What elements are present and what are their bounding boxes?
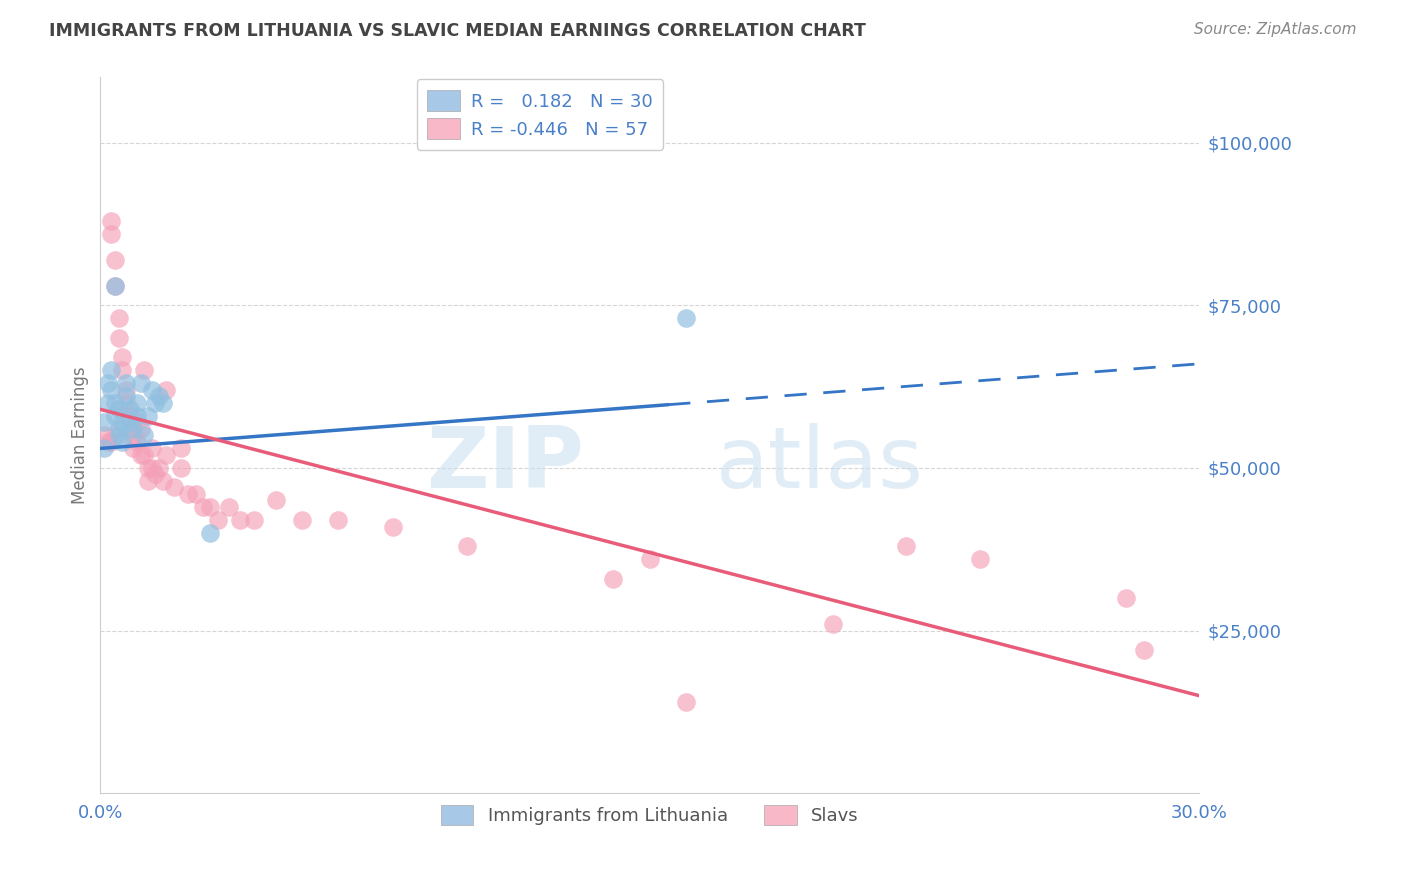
Point	[122, 422, 145, 436]
Point	[141, 383, 163, 397]
Point	[118, 409, 141, 423]
Point	[243, 513, 266, 527]
Point	[125, 416, 148, 430]
Point	[104, 252, 127, 267]
Point	[107, 428, 129, 442]
Point	[602, 572, 624, 586]
Point	[100, 434, 122, 449]
Point	[155, 383, 177, 397]
Point	[200, 500, 222, 514]
Point	[111, 351, 134, 365]
Point	[104, 278, 127, 293]
Point	[93, 416, 115, 430]
Point	[97, 434, 120, 449]
Point	[134, 428, 156, 442]
Point	[107, 311, 129, 326]
Point	[122, 442, 145, 456]
Point	[228, 513, 250, 527]
Point	[200, 526, 222, 541]
Point	[291, 513, 314, 527]
Point	[191, 500, 214, 514]
Point	[97, 376, 120, 391]
Point	[125, 396, 148, 410]
Point	[111, 416, 134, 430]
Point	[143, 396, 166, 410]
Point	[1115, 591, 1137, 606]
Point	[969, 552, 991, 566]
Point	[382, 519, 405, 533]
Point	[152, 396, 174, 410]
Point	[107, 331, 129, 345]
Point	[136, 461, 159, 475]
Point	[141, 461, 163, 475]
Text: Source: ZipAtlas.com: Source: ZipAtlas.com	[1194, 22, 1357, 37]
Legend: Immigrants from Lithuania, Slavs: Immigrants from Lithuania, Slavs	[432, 796, 868, 834]
Point	[264, 493, 287, 508]
Point	[118, 422, 141, 436]
Point	[115, 383, 138, 397]
Point	[115, 389, 138, 403]
Point	[821, 617, 844, 632]
Point	[104, 396, 127, 410]
Text: IMMIGRANTS FROM LITHUANIA VS SLAVIC MEDIAN EARNINGS CORRELATION CHART: IMMIGRANTS FROM LITHUANIA VS SLAVIC MEDI…	[49, 22, 866, 40]
Point	[97, 396, 120, 410]
Point	[122, 428, 145, 442]
Point	[207, 513, 229, 527]
Point	[107, 422, 129, 436]
Point	[111, 434, 134, 449]
Point	[93, 442, 115, 456]
Point	[1133, 643, 1156, 657]
Point	[129, 376, 152, 391]
Point	[170, 442, 193, 456]
Point	[100, 213, 122, 227]
Point	[177, 487, 200, 501]
Point	[136, 474, 159, 488]
Point	[134, 363, 156, 377]
Point	[456, 539, 478, 553]
Point	[328, 513, 350, 527]
Point	[115, 396, 138, 410]
Point	[152, 474, 174, 488]
Point	[100, 383, 122, 397]
Point	[218, 500, 240, 514]
Point	[134, 448, 156, 462]
Point	[136, 409, 159, 423]
Point	[141, 442, 163, 456]
Point	[184, 487, 207, 501]
Point	[104, 409, 127, 423]
Point	[155, 448, 177, 462]
Point	[125, 409, 148, 423]
Point	[148, 389, 170, 403]
Point	[129, 448, 152, 462]
Point	[148, 461, 170, 475]
Point	[115, 376, 138, 391]
Point	[100, 363, 122, 377]
Point	[675, 311, 697, 326]
Y-axis label: Median Earnings: Median Earnings	[72, 367, 89, 504]
Point	[125, 434, 148, 449]
Point	[107, 402, 129, 417]
Point	[143, 467, 166, 482]
Point	[104, 428, 127, 442]
Point	[638, 552, 661, 566]
Point	[675, 695, 697, 709]
Point	[100, 227, 122, 241]
Text: ZIP: ZIP	[426, 423, 583, 506]
Point	[93, 428, 115, 442]
Point	[118, 416, 141, 430]
Point	[111, 363, 134, 377]
Point	[162, 480, 184, 494]
Text: atlas: atlas	[716, 423, 924, 506]
Point	[104, 278, 127, 293]
Point	[896, 539, 918, 553]
Point	[129, 422, 152, 436]
Point	[118, 402, 141, 417]
Point	[170, 461, 193, 475]
